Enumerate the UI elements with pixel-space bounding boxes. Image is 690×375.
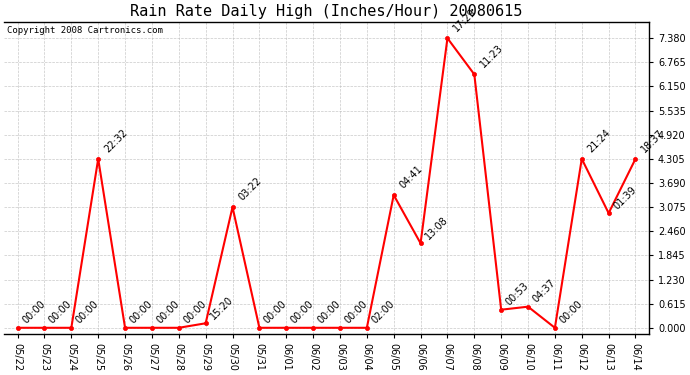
Text: 04:37: 04:37 <box>531 278 558 305</box>
Text: 02:00: 02:00 <box>370 299 396 326</box>
Text: 00:53: 00:53 <box>504 281 531 308</box>
Title: Rain Rate Daily High (Inches/Hour) 20080615: Rain Rate Daily High (Inches/Hour) 20080… <box>130 4 523 19</box>
Text: 00:00: 00:00 <box>558 299 584 326</box>
Text: 00:00: 00:00 <box>155 299 181 326</box>
Text: Copyright 2008 Cartronics.com: Copyright 2008 Cartronics.com <box>8 26 164 35</box>
Text: 00:00: 00:00 <box>181 299 208 326</box>
Text: 15:20: 15:20 <box>208 294 235 321</box>
Text: 11:23: 11:23 <box>478 43 505 70</box>
Text: 00:00: 00:00 <box>262 299 289 326</box>
Text: 01:39: 01:39 <box>611 184 638 211</box>
Text: 00:00: 00:00 <box>289 299 315 326</box>
Text: 00:00: 00:00 <box>316 299 342 326</box>
Text: 00:00: 00:00 <box>20 299 47 326</box>
Text: 21:24: 21:24 <box>586 127 613 154</box>
Text: 17:29: 17:29 <box>451 7 478 33</box>
Text: 00:00: 00:00 <box>47 299 74 326</box>
Text: 00:00: 00:00 <box>128 299 155 326</box>
Text: 13:08: 13:08 <box>423 214 450 242</box>
Text: 18:37: 18:37 <box>640 128 667 154</box>
Text: 04:41: 04:41 <box>397 164 424 190</box>
Text: 00:00: 00:00 <box>343 299 369 326</box>
Text: 03:22: 03:22 <box>237 176 264 202</box>
Text: 00:00: 00:00 <box>74 299 101 326</box>
Text: 22:32: 22:32 <box>102 127 129 154</box>
